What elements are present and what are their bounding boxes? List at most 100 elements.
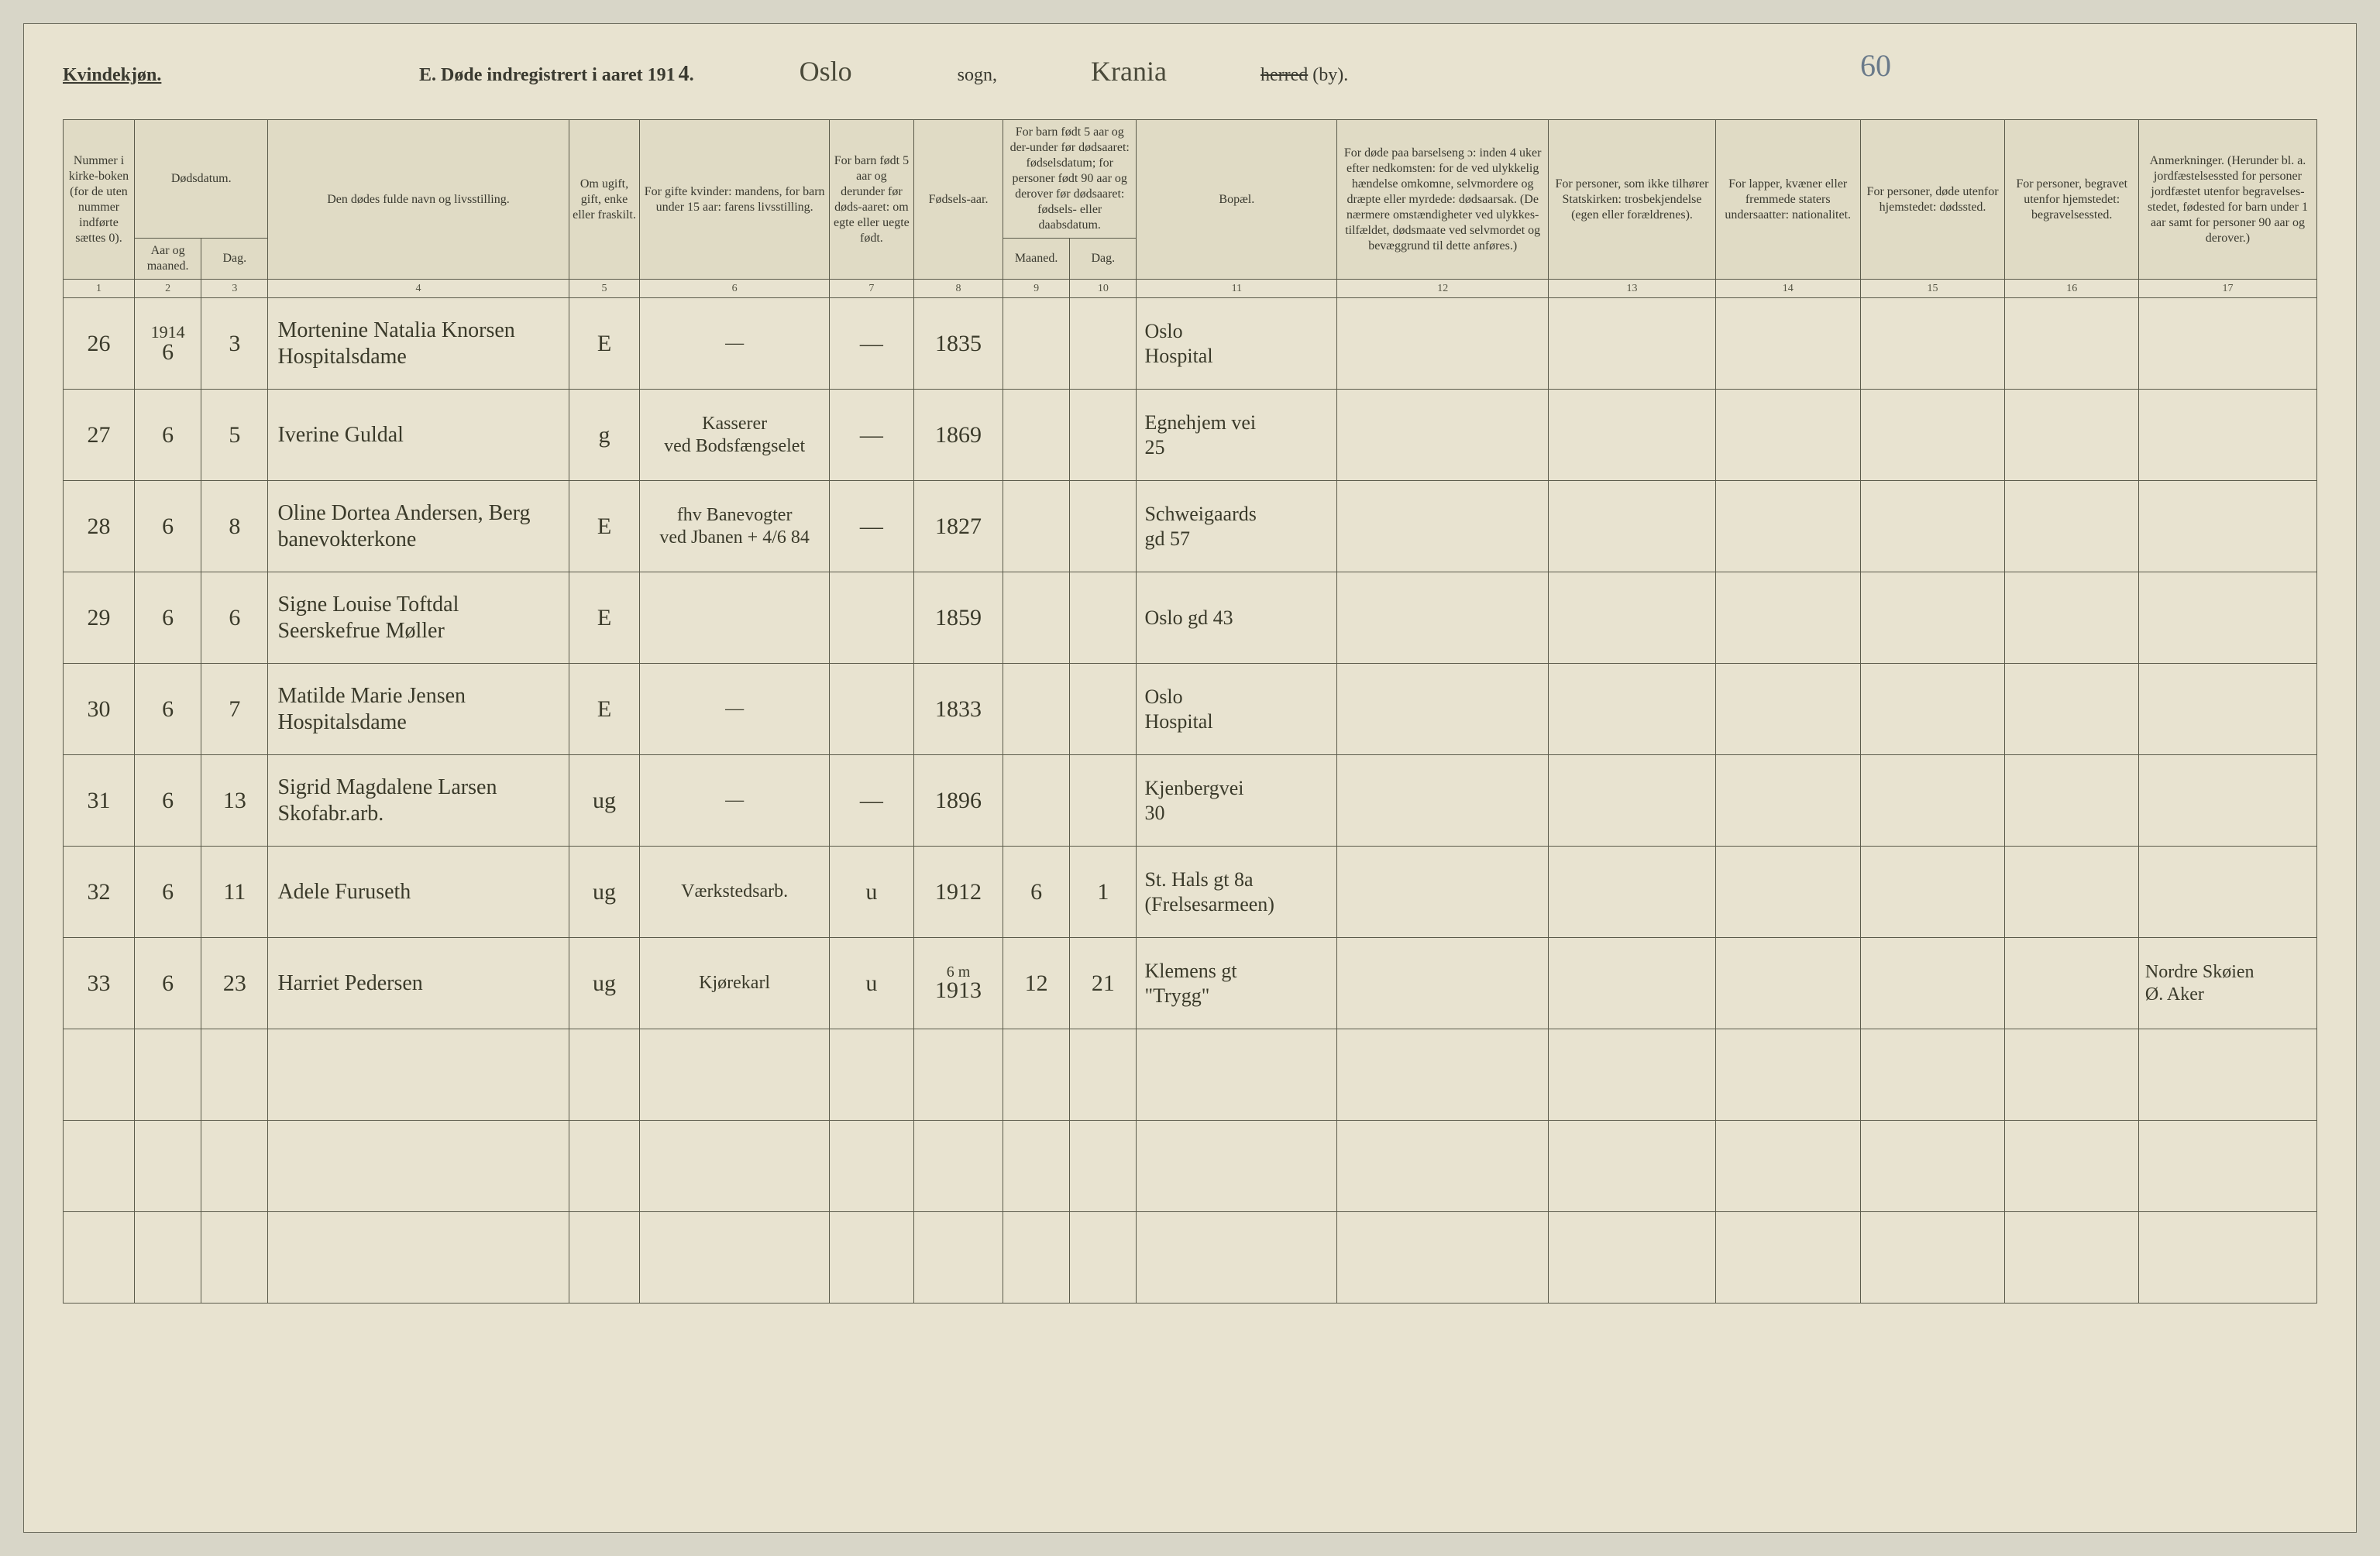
residence: Oslo gd 43	[1137, 572, 1337, 664]
birth-year: 1896	[914, 755, 1003, 847]
faith	[1549, 847, 1716, 938]
column-number: 3	[201, 280, 268, 298]
birth-year: 1912	[914, 847, 1003, 938]
death-place	[1860, 298, 2005, 390]
blank-cell	[268, 1212, 569, 1304]
birth-day	[1070, 390, 1137, 481]
faith	[1549, 481, 1716, 572]
birth-month: 12	[1003, 938, 1069, 1029]
name-and-occupation: Signe Louise ToftdalSeerskefrue Møller	[268, 572, 569, 664]
blank-cell	[2005, 1121, 2138, 1212]
residence: St. Hals gt 8a(Frelsesarmeen)	[1137, 847, 1337, 938]
cause-of-death	[1337, 847, 1549, 938]
remarks	[2138, 847, 2316, 938]
remarks	[2138, 664, 2316, 755]
entry-number: 29	[64, 572, 135, 664]
birth-day	[1070, 664, 1137, 755]
death-day: 23	[201, 938, 268, 1029]
death-day: 8	[201, 481, 268, 572]
blank-cell	[201, 1029, 268, 1121]
column-number: 14	[1715, 280, 1860, 298]
parish-handwritten: Oslo	[741, 55, 911, 88]
blank-cell	[1337, 1029, 1549, 1121]
cause-of-death	[1337, 481, 1549, 572]
column-number-row: 1234567891011121314151617	[64, 280, 2317, 298]
name-and-occupation: Iverine Guldal	[268, 390, 569, 481]
table-body: 26191463Mortenine Natalia KnorsenHospita…	[64, 298, 2317, 1304]
death-day: 5	[201, 390, 268, 481]
burial-place	[2005, 572, 2138, 664]
faith	[1549, 755, 1716, 847]
remarks	[2138, 755, 2316, 847]
table-row-blank	[64, 1121, 2317, 1212]
burial-place	[2005, 664, 2138, 755]
death-day: 3	[201, 298, 268, 390]
death-year-month: 6	[134, 481, 201, 572]
col-head-dodsdatum: Dødsdatum.	[134, 120, 267, 239]
col-head-16: For personer, begravet utenfor hjemstede…	[2005, 120, 2138, 280]
name-and-occupation: Sigrid Magdalene LarsenSkofabr.arb.	[268, 755, 569, 847]
husband-father-occupation: Kassererved Bodsfængselet	[640, 390, 829, 481]
cause-of-death	[1337, 664, 1549, 755]
legitimacy: u	[829, 847, 913, 938]
marital-status: ug	[569, 755, 640, 847]
birth-month	[1003, 390, 1069, 481]
entry-number: 32	[64, 847, 135, 938]
entry-number: 30	[64, 664, 135, 755]
birth-year: 1859	[914, 572, 1003, 664]
death-day: 13	[201, 755, 268, 847]
blank-cell	[2138, 1121, 2316, 1212]
blank-cell	[2138, 1029, 2316, 1121]
blank-cell	[1860, 1029, 2005, 1121]
faith	[1549, 664, 1716, 755]
birth-day: 21	[1070, 938, 1137, 1029]
blank-cell	[1137, 1121, 1337, 1212]
cause-of-death	[1337, 755, 1549, 847]
col-head-13: For personer, som ikke tilhører Statskir…	[1549, 120, 1716, 280]
column-number: 16	[2005, 280, 2138, 298]
burial-place	[2005, 298, 2138, 390]
marital-status: ug	[569, 938, 640, 1029]
blank-cell	[640, 1121, 829, 1212]
column-number: 10	[1070, 280, 1137, 298]
col-head-11: Bopæl.	[1137, 120, 1337, 280]
register-page: 60 Kvindekjøn. E. Døde indregistrert i a…	[23, 23, 2357, 1533]
birth-year: 1869	[914, 390, 1003, 481]
column-number: 8	[914, 280, 1003, 298]
blank-cell	[829, 1029, 913, 1121]
birth-month: 6	[1003, 847, 1069, 938]
name-and-occupation: Harriet Pedersen	[268, 938, 569, 1029]
blank-cell	[201, 1212, 268, 1304]
legitimacy: u	[829, 938, 913, 1029]
name-and-occupation: Mortenine Natalia KnorsenHospitalsdame	[268, 298, 569, 390]
remarks: Nordre SkøienØ. Aker	[2138, 938, 2316, 1029]
district-handwritten: Krania	[1044, 55, 1214, 88]
birth-month	[1003, 664, 1069, 755]
column-number: 5	[569, 280, 640, 298]
blank-cell	[640, 1212, 829, 1304]
column-number: 9	[1003, 280, 1069, 298]
cause-of-death	[1337, 298, 1549, 390]
column-number: 2	[134, 280, 201, 298]
blank-cell	[1860, 1121, 2005, 1212]
blank-cell	[1549, 1212, 1716, 1304]
table-row: 2868Oline Dortea Andersen, Bergbanevokte…	[64, 481, 2317, 572]
blank-cell	[1003, 1029, 1069, 1121]
remarks	[2138, 390, 2316, 481]
blank-cell	[134, 1121, 201, 1212]
entry-number: 31	[64, 755, 135, 847]
herred-struck: herred	[1261, 65, 1308, 85]
birth-year: 6 m1913	[914, 938, 1003, 1029]
death-year-month: 6	[134, 938, 201, 1029]
marital-status: E	[569, 298, 640, 390]
birth-year: 1835	[914, 298, 1003, 390]
husband-father-occupation: Kjørekarl	[640, 938, 829, 1029]
blank-cell	[1860, 1212, 2005, 1304]
death-place	[1860, 755, 2005, 847]
table-row: 32611Adele FurusethugVærkstedsarb.u19126…	[64, 847, 2317, 938]
register-table: Nummer i kirke-boken (for de uten nummer…	[63, 119, 2317, 1304]
entry-number: 33	[64, 938, 135, 1029]
marital-status: E	[569, 572, 640, 664]
col-head-1: Nummer i kirke-boken (for de uten nummer…	[64, 120, 135, 280]
page-number-handwritten: 60	[1860, 47, 1891, 84]
